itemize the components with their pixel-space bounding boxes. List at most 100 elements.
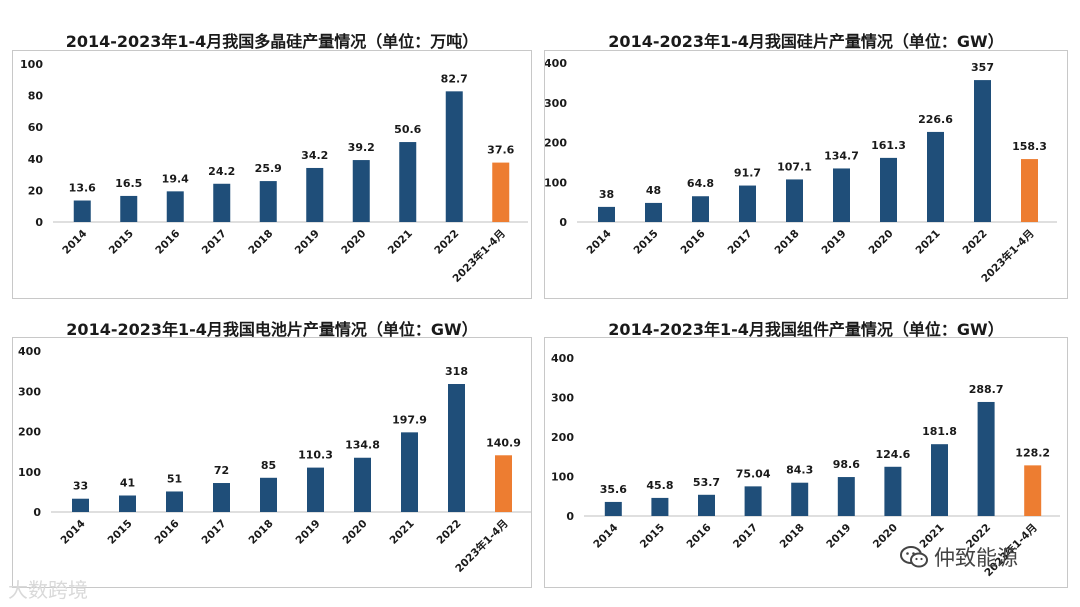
bar [354,457,371,512]
data-label: 24.2 [208,165,235,178]
chart-1-svg: 0 20 40 60 80 100 13.6 2014 16.5 2015 19.4 2016 24.2… [20,58,528,285]
x-tick-label: 2022 [960,228,989,257]
data-label: 33 [73,480,88,493]
x-tick-label: 2017 [725,228,754,257]
x-tick-label: 2015 [105,518,134,547]
bar [1021,159,1038,222]
y-tick-label: 80 [28,90,44,103]
x-tick-label: 2014 [58,518,87,547]
x-tick-label: 2018 [246,228,275,257]
chart-1-title: 2014-2023年1-4月我国多晶硅产量情况（单位：万吨） [65,32,479,51]
bar [401,432,418,512]
x-tick-label: 2016 [678,228,707,257]
x-tick-label: 2019 [824,522,853,551]
wechat-icon [900,546,928,568]
x-tick-label: 2021 [387,518,416,547]
bar [880,157,897,222]
bar [744,486,762,516]
data-label: 158.3 [1012,140,1047,153]
bar [837,477,855,516]
bar [974,80,991,222]
watermark-left-text: 大数跨境 [8,578,88,602]
y-tick-label: 200 [545,137,567,150]
y-tick-label: 200 [551,431,574,444]
y-tick-label: 200 [18,426,41,439]
watermark-right-text: 仲致能源 [934,546,1018,570]
x-tick-label: 2015 [107,228,136,257]
y-tick-label: 100 [545,176,567,189]
x-tick-label: 2021 [913,228,942,257]
bar [931,444,948,516]
y-tick-label: 0 [566,510,574,523]
chart-2-title: 2014-2023年1-4月我国硅片产量情况（单位：GW） [608,32,1004,51]
y-tick-label: 300 [18,385,41,398]
bar [492,162,510,222]
x-tick-label: 2022 [434,518,463,547]
x-tick-label: 2017 [200,228,229,257]
x-tick-label: 2020 [871,522,900,551]
x-tick-label: 2016 [152,518,181,547]
bar [260,477,277,512]
bar [977,401,995,516]
data-label: 82.7 [441,72,468,85]
data-label: 84.3 [786,464,813,477]
data-label: 25.9 [255,162,282,175]
x-tick-label: 2017 [199,518,228,547]
bar [604,501,622,516]
x-tick-label: 2018 [772,228,801,257]
chart-4-title: 2014-2023年1-4月我国组件产量情况（单位：GW） [608,320,1004,339]
y-tick-label: 300 [551,392,574,405]
data-label: 288.7 [969,383,1004,396]
x-tick-label: 2014 [591,522,620,551]
data-label: 53.7 [693,476,720,489]
data-label: 48 [646,184,661,197]
data-label: 181.8 [922,425,957,438]
chart-4-svg: 0 100 200 300 400 35.6 2014 45.8 2015 53.7 2016 75.… [551,352,1060,579]
x-tick-label: 2020 [339,228,368,257]
watermark-right: 仲致能源 [900,542,1018,572]
data-label: 38 [599,188,614,201]
x-tick-label: 2016 [153,228,182,257]
data-label: 110.3 [298,449,333,462]
x-tick-label: 2018 [246,518,275,547]
bar [598,206,615,222]
data-label: 16.5 [115,177,142,190]
bar [448,384,465,512]
bar [739,185,756,222]
data-label: 41 [120,476,135,489]
y-tick-label: 100 [18,466,41,479]
data-label: 98.6 [833,458,860,471]
bar [692,196,709,222]
x-tick-label: 2022 [432,228,461,257]
y-tick-label: 400 [18,345,41,358]
bar [791,482,809,516]
chart-3-panel: 0 100 200 300 400 33 2014 41 2015 51 2016 72 2017 85 2… [12,337,532,588]
watermark-left: 大数跨境 [8,574,88,603]
data-label: 318 [445,365,468,378]
chart-3-svg: 0 100 200 300 400 33 2014 41 2015 51 2016 72 2017 85 2… [18,345,531,575]
bar [259,181,277,222]
y-tick-label: 20 [28,184,44,197]
chart-2-panel: 0 100 200 300 400 38 2014 48 2015 64.8 2016 91.7 201… [544,50,1068,299]
x-tick-label: 2019 [293,228,322,257]
y-tick-label: 300 [545,97,567,110]
data-label: 19.4 [162,172,189,185]
data-label: 124.6 [876,448,911,461]
data-label: 134.7 [824,149,859,162]
bar [166,191,184,222]
bar [213,483,230,512]
data-label: 91.7 [734,167,761,180]
data-label: 128.2 [1015,446,1050,459]
chart-1-panel: 0 20 40 60 80 100 13.6 2014 16.5 2015 19.4 2016 24.2… [12,50,532,299]
x-tick-label: 2015 [631,228,660,257]
data-label: 37.6 [487,144,514,157]
bar [119,495,136,512]
data-label: 197.9 [392,413,427,426]
bar [120,195,138,222]
bar [352,160,370,222]
bar [645,202,662,222]
data-label: 13.6 [69,182,96,195]
data-label: 357 [971,61,994,74]
y-tick-label: 0 [35,216,43,229]
bar [306,167,324,222]
